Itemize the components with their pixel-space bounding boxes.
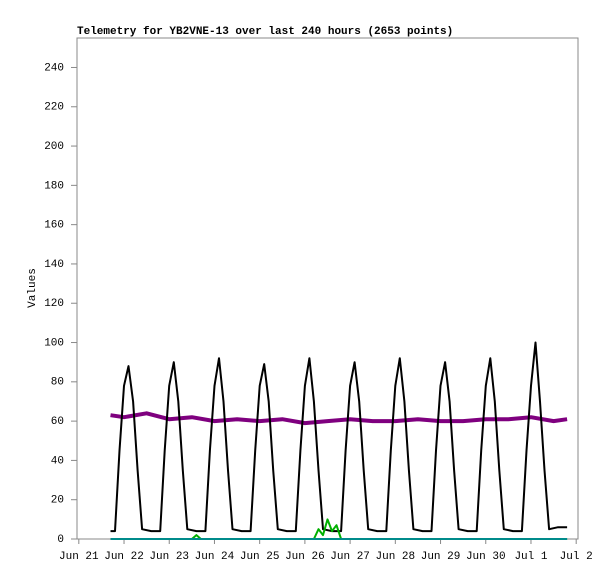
- y-tick-label: 60: [51, 416, 64, 428]
- x-tick-label: Jun 27: [330, 551, 370, 563]
- series-line: [110, 518, 568, 540]
- y-tick-label: 200: [44, 141, 64, 153]
- x-tick-label: Jun 21: [59, 551, 99, 563]
- chart-title: Telemetry for YB2VNE-13 over last 240 ho…: [77, 26, 453, 38]
- y-tick-label: 120: [44, 298, 64, 310]
- y-tick-label: 100: [44, 337, 64, 349]
- y-tick-label: 180: [44, 180, 64, 192]
- plot-frame: [76, 37, 579, 540]
- y-tick-label: 40: [51, 455, 64, 467]
- y-tick-label: 220: [44, 102, 64, 114]
- y-axis-label: Values: [27, 268, 39, 308]
- x-tick-label: Jun 23: [149, 551, 189, 563]
- y-tick-label: 160: [44, 220, 64, 232]
- series-line: [110, 411, 568, 426]
- y-tick-label: 20: [51, 495, 64, 507]
- series-line: [110, 341, 568, 533]
- x-tick-label: Jun 26: [285, 551, 325, 563]
- x-tick-label: Jun 28: [376, 551, 416, 563]
- x-tick-label: Jul 1: [514, 551, 547, 563]
- x-tick-label: Jul 2: [560, 551, 593, 563]
- y-tick-label: 140: [44, 259, 64, 271]
- x-tick-label: Jun 30: [466, 551, 506, 563]
- y-tick-label: 240: [44, 62, 64, 74]
- x-tick-label: Jun 29: [421, 551, 461, 563]
- x-tick-label: Jun 25: [240, 551, 280, 563]
- x-tick-label: Jun 22: [104, 551, 144, 563]
- x-tick-label: Jun 24: [195, 551, 235, 563]
- y-tick-label: 80: [51, 377, 64, 389]
- y-tick-label: 0: [57, 534, 64, 546]
